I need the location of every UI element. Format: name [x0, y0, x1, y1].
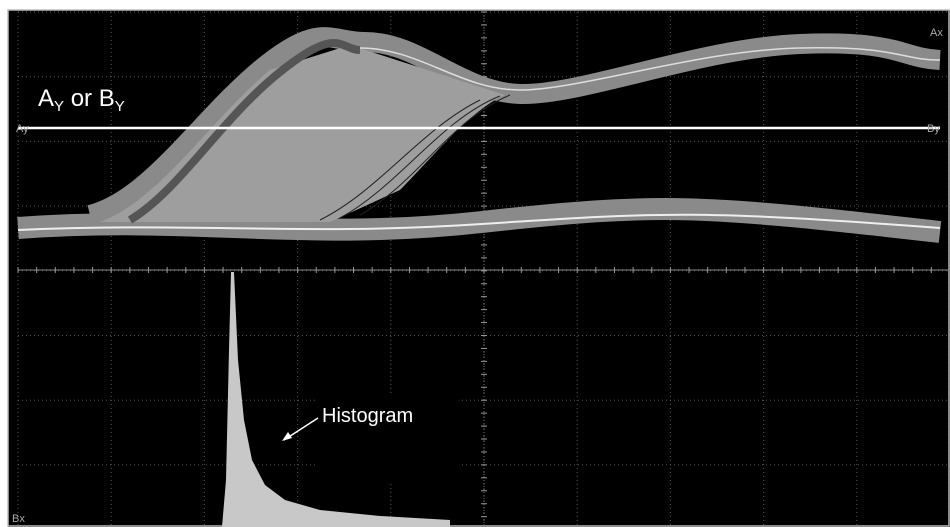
bx-label: Bx [12, 513, 25, 525]
histogram-label: Histogram [322, 405, 413, 427]
ay-label: Ay [16, 123, 29, 135]
ax-label: Ax [930, 27, 943, 39]
page: Histogram AY or BY Ax Ay By Bx (() => { … [0, 0, 950, 527]
trace-a: A [38, 85, 54, 112]
scope-display: Histogram AY or BY Ax Ay By Bx [0, 0, 950, 527]
by-label: By [927, 123, 940, 135]
trace-b-sub: Y [115, 98, 125, 115]
trace-a-sub: Y [54, 98, 64, 115]
trace-b: B [99, 85, 115, 112]
trace-label: AY or BY [38, 85, 125, 115]
or: or [64, 85, 99, 112]
